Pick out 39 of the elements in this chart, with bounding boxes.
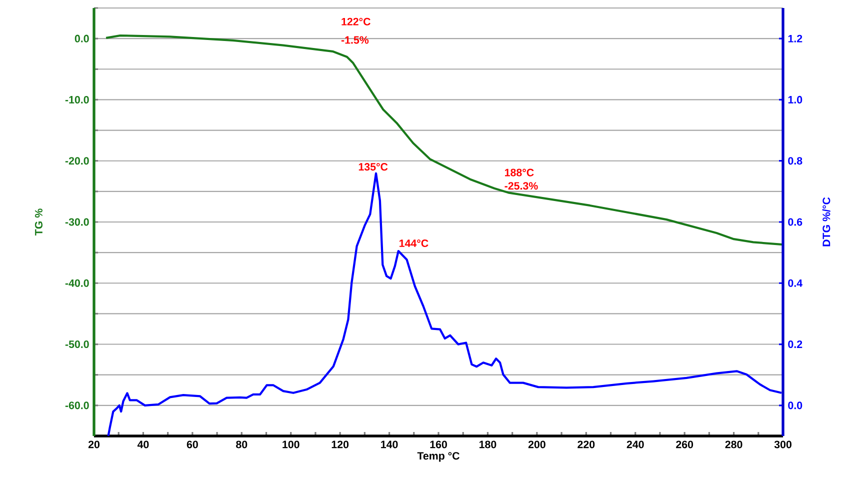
x-tick-label: 200 (528, 440, 546, 448)
y2-axis-title: DTG %/°C (822, 197, 830, 246)
x-tick-label: 120 (332, 440, 349, 448)
y-axis-title: TG % (34, 208, 42, 236)
y2-tick-label: 0.0 (788, 402, 802, 410)
x-tick-label: 220 (578, 440, 595, 448)
annotation: -1.5% (341, 36, 369, 44)
y-tick-label: 0.0 (74, 34, 89, 42)
annotation: 135°C (358, 163, 388, 171)
x-tick-label: 140 (381, 440, 398, 448)
x-tick-label: 300 (774, 440, 792, 448)
x-tick-label: 20 (88, 440, 100, 448)
y-tick-label: -30.0 (65, 218, 89, 226)
x-tick-label: 40 (137, 440, 149, 448)
y-tick-label: -20.0 (65, 157, 89, 165)
x-tick-label: 280 (725, 440, 742, 448)
x-tick-label: 60 (186, 440, 198, 448)
y-tick-label: -40.0 (65, 279, 89, 287)
y2-tick-label: 0.8 (788, 157, 802, 165)
y2-tick-label: 0.2 (788, 340, 802, 348)
y2-tick-label: 0.4 (788, 279, 802, 287)
y-tick-label: -10.0 (65, 96, 89, 104)
y-tick-label: -60.0 (65, 402, 89, 410)
annotation: 188°C (505, 168, 534, 176)
y2-tick-label: 0.6 (788, 218, 802, 226)
line-series (104, 34, 784, 246)
x-tick-label: 160 (430, 440, 447, 448)
x-tick-label: 240 (626, 440, 644, 448)
x-tick-label: 180 (479, 440, 496, 448)
annotation: 144°C (400, 239, 428, 248)
x-tick-label: 260 (676, 440, 694, 448)
x-tick-label: 100 (282, 440, 300, 448)
y2-tick-label: 1.0 (788, 96, 802, 104)
annotation: -25.3% (504, 182, 538, 190)
x-tick-label: 80 (236, 440, 248, 448)
y2-tick-label: 1.2 (788, 34, 802, 42)
y-tick-label: -50.0 (65, 340, 89, 348)
annotation: 122°C (342, 18, 370, 26)
x-axis-title: Temp °C (417, 452, 460, 462)
